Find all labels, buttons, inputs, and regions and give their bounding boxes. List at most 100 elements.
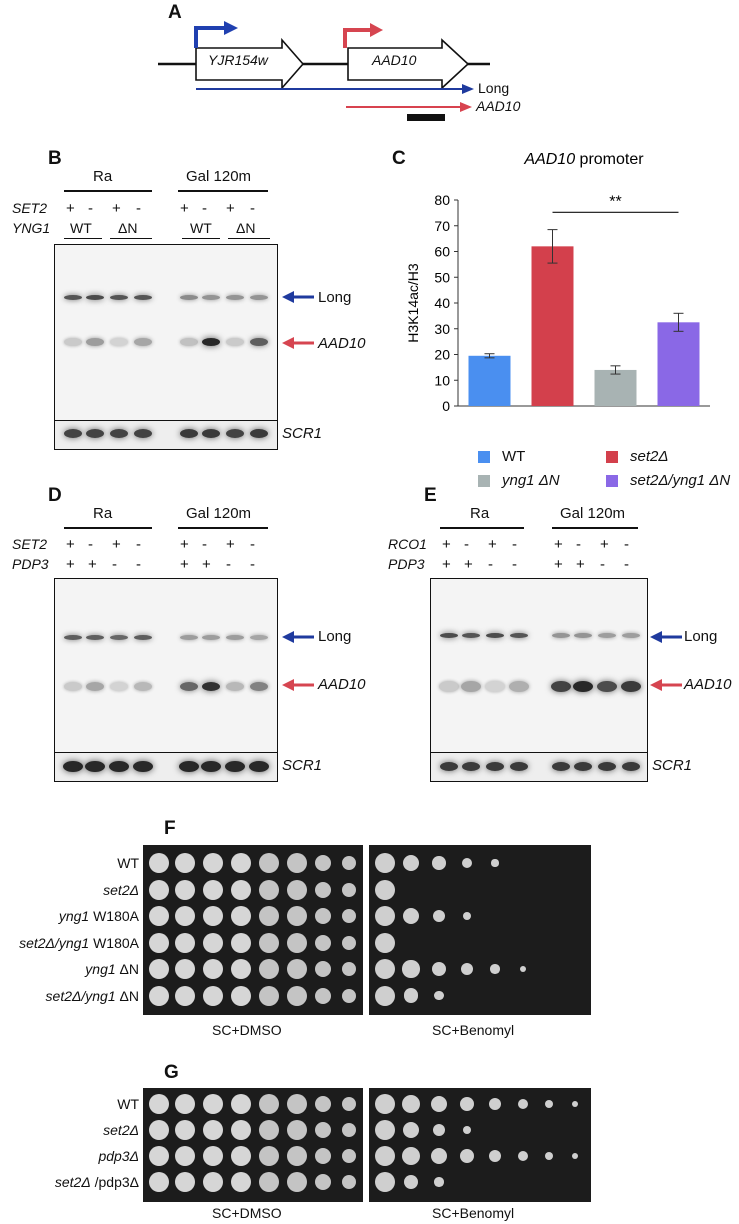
dmso-spot-g-r3-c6 xyxy=(315,1174,331,1190)
dmso-spot-f-r5-c7 xyxy=(342,988,356,1003)
benomyl-spot-g-r0-c1 xyxy=(402,1095,420,1113)
set2-sign-gal-0: + xyxy=(180,200,189,217)
bar-3 xyxy=(657,322,700,406)
gene-locus-diagram xyxy=(158,21,490,121)
aad10-band-d-2 xyxy=(110,681,128,691)
strain-label-f-5: set2Δ/yng1 ΔN xyxy=(45,987,139,1004)
benomyl-spot-f-r2-c0 xyxy=(375,906,395,926)
dmso-spot-f-r4-c5 xyxy=(287,959,307,979)
rco1-sign-e-2: + xyxy=(488,536,497,553)
gene-label-aad10: AAD10 xyxy=(372,52,417,68)
aad10-band-e-1 xyxy=(461,680,481,692)
long-band-d-1 xyxy=(86,634,104,640)
benomyl-spot-f-r5-c2 xyxy=(434,990,444,1001)
y-tick-label: 50 xyxy=(434,269,450,285)
dmso-spot-f-r3-c5 xyxy=(287,932,307,953)
condition-label-ra-e: Ra xyxy=(470,505,490,522)
yng1-group-wt-2: WT xyxy=(190,220,212,236)
dmso-spot-g-r2-c0 xyxy=(149,1146,169,1166)
benomyl-spot-f-r4-c3 xyxy=(461,963,473,975)
strain-label-f-0: WT xyxy=(117,855,139,871)
benomyl-spot-g-r0-c4 xyxy=(489,1098,501,1110)
scr1-band-e-3 xyxy=(510,761,528,771)
dmso-spot-f-r2-c5 xyxy=(287,906,307,926)
scr1-blot-d xyxy=(54,752,278,782)
aad10-band-d-1 xyxy=(86,681,104,691)
benomyl-spot-f-r0-c1 xyxy=(402,854,420,872)
dmso-spot-f-r0-c5 xyxy=(287,853,307,873)
dmso-spot-f-r3-c0 xyxy=(149,932,169,953)
pdp3-sign-d-4: + xyxy=(180,556,189,573)
long-band-e-7 xyxy=(622,632,640,638)
condition-label-gal-e: Gal 120m xyxy=(560,505,626,522)
legend-label-3: set2Δ/yng1 ΔN xyxy=(630,472,731,489)
yng1-group-dn-2: ΔN xyxy=(236,220,256,236)
pdp3-sign-e-7: - xyxy=(624,556,629,573)
long-band-b-7 xyxy=(250,294,268,300)
scr1-band-e-1 xyxy=(462,761,480,771)
yng1-group-wt-1: WT xyxy=(70,220,92,236)
set2-sign-d-3: - xyxy=(136,536,141,553)
benomyl-spot-g-r1-c1 xyxy=(403,1122,419,1138)
dmso-spot-f-r2-c2 xyxy=(203,906,223,926)
long-band-e-1 xyxy=(462,632,480,638)
scr1-band-b-7 xyxy=(250,428,268,438)
dmso-spot-f-r0-c7 xyxy=(342,856,356,870)
dmso-spot-f-r5-c1 xyxy=(175,985,195,1006)
dmso-spot-f-r5-c6 xyxy=(315,987,331,1004)
benomyl-spot-g-r3-c1 xyxy=(403,1174,419,1190)
pdp3-sign-d-3: - xyxy=(136,556,141,573)
h3k14ac-bar-chart: AAD10 promoter H3K14ac/H3 0 10 20 30 40 50 60 70 8… xyxy=(405,151,710,414)
scr1-band-b-2 xyxy=(110,428,128,438)
panel-a-label: A xyxy=(168,2,182,23)
rco1-sign-e-5: - xyxy=(576,536,581,553)
scr1-band-b-3 xyxy=(134,428,152,438)
scr1-band-e-2 xyxy=(486,761,504,771)
pdp3-sign-e-4: + xyxy=(554,556,563,573)
scr1-band-b-0 xyxy=(64,428,82,438)
long-band-d-0 xyxy=(64,634,82,640)
dmso-spot-g-r2-c7 xyxy=(342,1149,356,1163)
dmso-spot-f-r5-c5 xyxy=(287,985,307,1006)
scr1-band-b-5 xyxy=(202,428,220,438)
scr1-blot-e xyxy=(430,752,648,782)
aad10-band-e-3 xyxy=(509,680,529,692)
dmso-spot-g-r0-c2 xyxy=(203,1094,223,1114)
aad10-band-b-2 xyxy=(110,338,128,346)
scr1-band-e-5 xyxy=(574,761,592,771)
long-band-d-2 xyxy=(110,634,128,640)
dmso-spot-f-r4-c0 xyxy=(149,959,169,979)
aad10-band-e-0 xyxy=(439,680,459,692)
benomyl-spot-g-r1-c3 xyxy=(463,1126,471,1134)
panel-f-label: F xyxy=(164,818,176,839)
dmso-spot-g-r2-c3 xyxy=(231,1146,251,1166)
set2-sign-ra-0: + xyxy=(66,200,75,217)
aad10-band-d-3 xyxy=(134,681,152,691)
set2-sign-gal-3: - xyxy=(250,200,255,217)
dmso-spot-f-r5-c2 xyxy=(203,985,223,1006)
dmso-spot-g-r1-c6 xyxy=(315,1122,331,1138)
legend-swatch-1 xyxy=(606,451,618,463)
strain-label-g-3: set2Δ /pdp3Δ xyxy=(54,1174,139,1190)
set2-sign-ra-2: + xyxy=(112,200,121,217)
spot-assay-f-dmso xyxy=(143,845,363,1015)
long-band-b-6 xyxy=(226,294,244,300)
dmso-spot-g-r1-c0 xyxy=(149,1120,169,1140)
dmso-spot-g-r3-c5 xyxy=(287,1172,307,1192)
benomyl-spot-f-r0-c2 xyxy=(432,856,446,870)
benomyl-spot-g-r0-c2 xyxy=(431,1096,447,1112)
aad10-band-b-3 xyxy=(134,338,152,346)
media-label-g-benomyl: SC+Benomyl xyxy=(432,1205,515,1221)
strain-label-f-1: set2Δ xyxy=(103,881,139,898)
dmso-spot-f-r4-c2 xyxy=(203,959,223,979)
y-tick-label: 10 xyxy=(434,372,450,388)
pdp3-sign-e-2: - xyxy=(488,556,493,573)
row-label-pdp3-e: PDP3 xyxy=(388,556,425,572)
spot-assay-g-dmso xyxy=(143,1088,363,1202)
dmso-spot-f-r5-c4 xyxy=(259,985,279,1006)
long-band-b-0 xyxy=(64,294,82,300)
y-tick-label: 0 xyxy=(442,398,450,414)
dmso-spot-g-r0-c0 xyxy=(149,1094,169,1114)
transcript-label-aad10: AAD10 xyxy=(476,98,521,114)
rco1-sign-e-7: - xyxy=(624,536,629,553)
